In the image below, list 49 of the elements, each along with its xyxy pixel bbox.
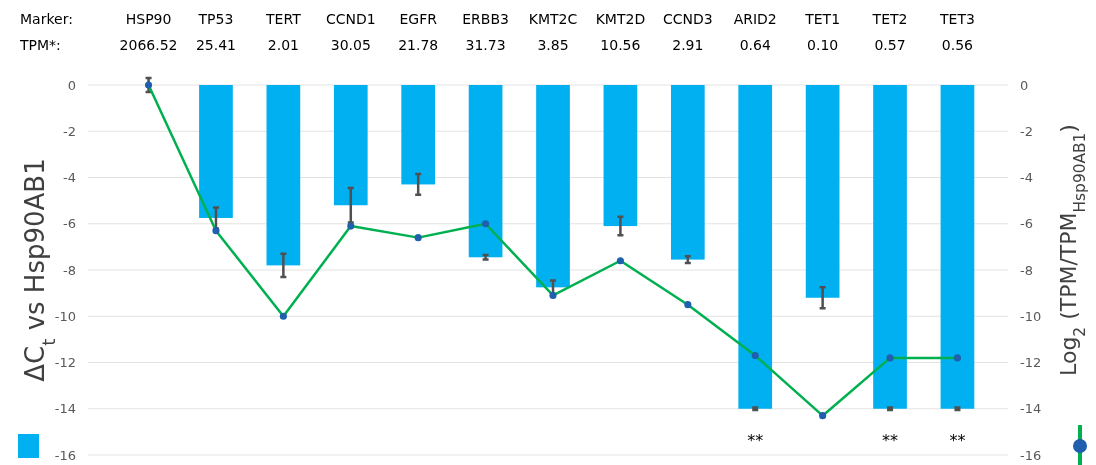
x-tick-label: HSP90	[125, 11, 172, 27]
annotation: **	[949, 430, 966, 450]
x-tick-label: CCND1	[325, 11, 376, 27]
text: 0.57	[874, 37, 906, 53]
y2-tick-label: -6	[1020, 216, 1033, 232]
y2-tick-label: -4	[1020, 170, 1033, 186]
text: 10.56	[600, 37, 641, 53]
y-tick-label: -4	[63, 170, 76, 186]
x-tick-label: TET3	[939, 11, 975, 27]
y2-tick-label: -8	[1020, 262, 1033, 278]
y-tick-label: -12	[54, 355, 76, 371]
text: 0.10	[807, 37, 839, 53]
x-tick-label: ERBB3	[462, 11, 509, 27]
x-tick-label: TERT	[265, 11, 302, 27]
y-tick-label: -14	[54, 401, 76, 417]
text: 30.05	[330, 37, 371, 53]
y2-tick-label: 0	[1020, 77, 1029, 93]
y-tick-label: -8	[63, 262, 76, 278]
text: 3.85	[537, 37, 569, 53]
x-tick-label: CCND3	[662, 11, 713, 27]
text: 2.01	[267, 37, 299, 53]
text: 21.78	[398, 37, 439, 53]
y-tick-label: -16	[54, 447, 76, 463]
annotation: **	[747, 430, 764, 450]
y2-tick-label: -12	[1020, 355, 1042, 371]
x-tick-label: TET1	[804, 11, 841, 27]
text: Marker:	[20, 11, 73, 27]
text: 31.73	[465, 37, 506, 53]
x-tick-label: TP53	[197, 11, 234, 27]
y2-tick-label: -2	[1020, 123, 1033, 139]
x-tick-label: ARID2	[733, 11, 777, 27]
text: 25.41	[195, 37, 237, 53]
y2-tick-label: -16	[1020, 447, 1042, 463]
y-tick-label: 0	[67, 77, 76, 93]
x-tick-label: KMT2D	[595, 11, 646, 27]
y-tick-label: -10	[54, 308, 76, 324]
y2-tick-label: -10	[1020, 308, 1042, 324]
y2-tick-label: -14	[1020, 401, 1042, 417]
y-tick-label: -2	[63, 123, 76, 139]
text: 2066.52	[119, 37, 178, 53]
x-tick-label: TET2	[871, 11, 908, 27]
text: TPM*:	[19, 37, 61, 53]
x-tick-label: KMT2C	[528, 11, 578, 27]
x-tick-label: EGFR	[399, 11, 438, 27]
text: 0.64	[739, 37, 771, 53]
y-tick-label: -6	[63, 216, 76, 232]
text: 2.91	[672, 37, 704, 53]
annotation: **	[882, 430, 899, 450]
text: 0.56	[941, 37, 974, 53]
